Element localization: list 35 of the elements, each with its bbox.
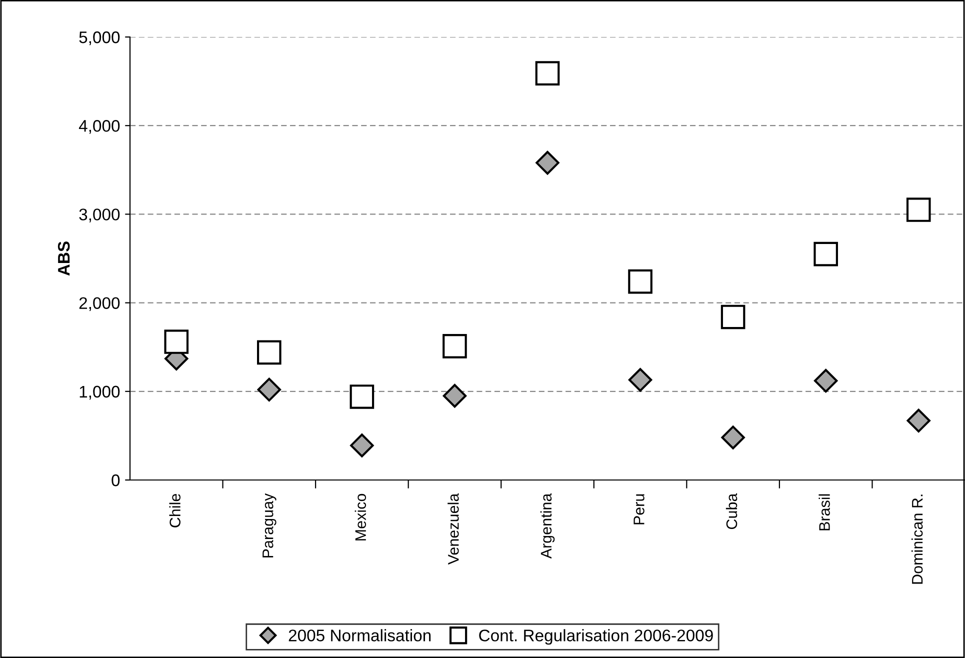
y-tick-label: 5,000 (79, 31, 120, 46)
point (164, 330, 189, 354)
point (814, 242, 838, 266)
x-tick-label: Brasil (818, 494, 830, 530)
legend-label: 2005 Normalisation (288, 629, 431, 642)
point (720, 304, 746, 330)
x-tick-label: Paraguay (262, 493, 276, 558)
y-tick-label: 2,000 (79, 297, 120, 311)
point (906, 198, 931, 222)
y-axis-title: ABS (58, 242, 70, 276)
point (442, 384, 467, 408)
x-tick-label: Argentina (540, 493, 555, 559)
x-tick-label: Cuba (726, 493, 738, 530)
y-tick-label: 0 (112, 474, 120, 486)
point (628, 269, 652, 294)
point (350, 434, 374, 458)
x-tick-label: Venezuela (448, 493, 459, 565)
point (536, 150, 560, 175)
y-tick-label: 3,000 (79, 208, 120, 222)
point (628, 368, 652, 392)
x-tick-label: Dominican R. (911, 494, 923, 584)
y-tick-label: 1,000 (80, 386, 120, 400)
point (721, 426, 745, 450)
point (442, 334, 467, 358)
x-tick-label: Chile (169, 494, 180, 528)
point (257, 378, 282, 402)
point (257, 340, 282, 365)
point (814, 368, 838, 393)
point (350, 384, 374, 409)
x-tick-label: Peru (634, 494, 644, 524)
point (535, 61, 560, 86)
x-tick-label: Mexico (354, 494, 366, 540)
point (906, 408, 930, 432)
legend-label: Cont. Regularisation 2006-2009 (479, 629, 713, 645)
y-tick-label: 4,000 (78, 120, 120, 134)
